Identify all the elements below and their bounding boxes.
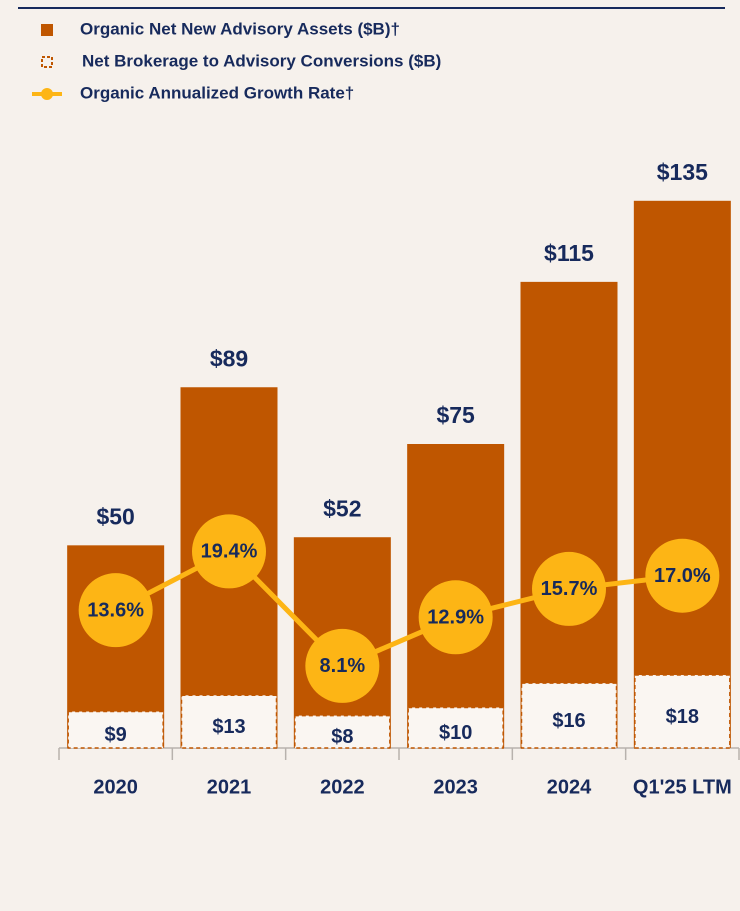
bar-value-label: $52 bbox=[323, 495, 361, 521]
conversion-bar bbox=[180, 694, 278, 749]
bar bbox=[520, 281, 618, 748]
legend-label: Organic Annualized Growth Rate† bbox=[80, 83, 354, 102]
growth-point bbox=[645, 538, 720, 613]
legend-label: Organic Net New Advisory Assets ($B)† bbox=[80, 19, 400, 38]
growth-value-label: 19.4% bbox=[201, 541, 258, 563]
conversion-bar bbox=[294, 714, 391, 749]
growth-point bbox=[418, 580, 493, 655]
conversion-value-label: $18 bbox=[666, 706, 699, 728]
conversion-value-label: $16 bbox=[552, 710, 585, 732]
growth-value-label: 13.6% bbox=[87, 599, 144, 621]
conversion-value-label: $10 bbox=[439, 722, 472, 744]
conversion-bar bbox=[634, 674, 731, 749]
growth-point bbox=[78, 573, 153, 648]
bar bbox=[633, 200, 731, 749]
legend-marker bbox=[41, 88, 53, 100]
conversion-bar bbox=[520, 682, 618, 749]
x-tick-label: Q1'25 LTM bbox=[633, 776, 732, 798]
legend-marker bbox=[41, 56, 53, 68]
conversion-bar bbox=[67, 710, 164, 749]
conversion-value-label: $8 bbox=[331, 726, 353, 748]
x-tick-label: 2023 bbox=[433, 776, 478, 798]
legend-label: Net Brokerage to Advisory Conversions ($… bbox=[82, 51, 441, 70]
x-tick-label: 2020 bbox=[93, 776, 138, 798]
growth-value-label: 8.1% bbox=[320, 655, 366, 677]
growth-value-label: 17.0% bbox=[654, 565, 711, 587]
bar-value-label: $135 bbox=[657, 159, 708, 185]
growth-value-label: 15.7% bbox=[541, 578, 598, 600]
growth-value-label: 12.9% bbox=[427, 607, 484, 629]
growth-point bbox=[305, 628, 380, 703]
bar-value-label: $89 bbox=[210, 345, 248, 371]
growth-point bbox=[532, 551, 606, 626]
conversion-value-label: $9 bbox=[105, 724, 127, 746]
bar-value-label: $115 bbox=[544, 240, 594, 266]
x-tick-label: 2021 bbox=[207, 776, 252, 798]
bar-value-label: $50 bbox=[96, 503, 134, 529]
x-tick-label: 2022 bbox=[320, 776, 365, 798]
growth-point bbox=[192, 514, 266, 589]
bar-value-label: $75 bbox=[436, 402, 475, 428]
conversion-value-label: $13 bbox=[212, 716, 245, 738]
x-tick-label: 2024 bbox=[547, 776, 592, 798]
conversion-bar bbox=[407, 706, 504, 749]
legend-marker bbox=[41, 24, 53, 36]
